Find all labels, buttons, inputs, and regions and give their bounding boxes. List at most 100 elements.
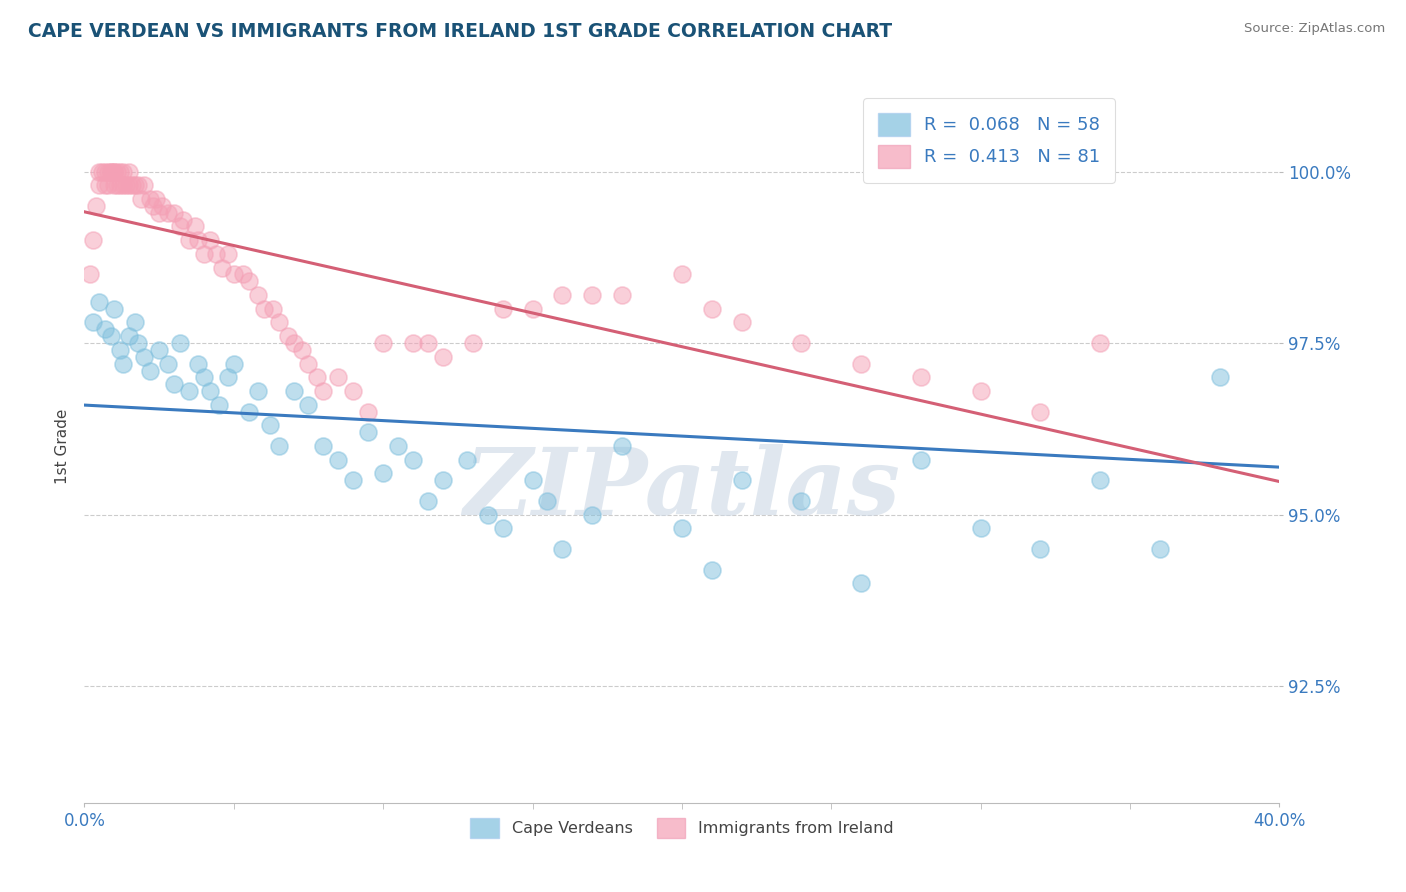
Point (193, 247, 215, 261)
Point (970, 384, 993, 398)
Text: Source: ZipAtlas.com: Source: ZipAtlas.com (1244, 22, 1385, 36)
Point (86, 199, 108, 213)
Point (297, 357, 319, 371)
Point (357, 425, 380, 440)
Point (1029, 541, 1052, 556)
Point (238, 405, 260, 419)
Point (177, 233, 200, 247)
Point (387, 439, 409, 453)
Point (205, 247, 228, 261)
Point (163, 377, 186, 392)
Point (172, 212, 194, 227)
Point (612, 288, 634, 302)
Point (259, 418, 281, 433)
Point (1090, 336, 1112, 351)
Point (217, 370, 239, 384)
Point (432, 473, 454, 487)
Point (100, 164, 122, 178)
Point (910, 452, 932, 467)
Point (89, 164, 111, 178)
Point (342, 384, 364, 398)
Point (910, 370, 932, 384)
Point (1029, 405, 1052, 419)
Point (82, 233, 104, 247)
Point (456, 452, 478, 467)
Point (148, 343, 170, 357)
Point (127, 178, 149, 193)
Point (124, 178, 146, 193)
Point (103, 164, 125, 178)
Point (118, 164, 141, 178)
Point (118, 178, 141, 193)
Point (1090, 473, 1112, 487)
Point (193, 370, 215, 384)
Point (402, 336, 425, 351)
Point (222, 357, 245, 371)
Point (110, 164, 132, 178)
Point (342, 473, 364, 487)
Point (402, 452, 425, 467)
Point (551, 288, 574, 302)
Point (731, 316, 754, 330)
Point (851, 357, 873, 371)
Point (700, 562, 723, 576)
Point (246, 384, 269, 398)
Point (132, 350, 156, 364)
Point (105, 164, 128, 178)
Point (671, 268, 693, 282)
Point (139, 192, 162, 206)
Point (297, 398, 319, 412)
Point (700, 301, 723, 316)
Point (1209, 370, 1232, 384)
Point (432, 350, 454, 364)
Point (1149, 541, 1171, 556)
Point (118, 329, 141, 343)
Point (110, 343, 132, 357)
Point (267, 316, 290, 330)
Point (262, 301, 284, 316)
Point (112, 164, 135, 178)
Point (142, 199, 165, 213)
Point (89, 294, 111, 309)
Point (238, 274, 260, 288)
Point (416, 336, 439, 351)
Point (89, 178, 111, 193)
Text: CAPE VERDEAN VS IMMIGRANTS FROM IRELAND 1ST GRADE CORRELATION CHART: CAPE VERDEAN VS IMMIGRANTS FROM IRELAND … (28, 22, 893, 41)
Point (94, 164, 117, 178)
Point (97, 178, 120, 193)
Point (551, 541, 574, 556)
Point (187, 233, 209, 247)
Point (851, 576, 873, 591)
Point (115, 178, 138, 193)
Point (307, 370, 329, 384)
Point (91, 164, 114, 178)
Point (790, 494, 813, 508)
Point (328, 370, 350, 384)
Point (208, 398, 231, 412)
Point (581, 508, 603, 522)
Point (357, 405, 380, 419)
Point (581, 288, 603, 302)
Point (82, 316, 104, 330)
Point (103, 301, 125, 316)
Point (522, 301, 544, 316)
Point (79, 268, 101, 282)
Point (612, 439, 634, 453)
Point (970, 521, 993, 535)
Point (103, 164, 125, 178)
Point (222, 268, 245, 282)
Point (94, 178, 117, 193)
Point (211, 260, 233, 275)
Point (671, 521, 693, 535)
Point (103, 178, 125, 193)
Point (169, 336, 191, 351)
Point (105, 178, 128, 193)
Legend: Cape Verdeans, Immigrants from Ireland: Cape Verdeans, Immigrants from Ireland (464, 812, 900, 845)
Point (121, 178, 143, 193)
Point (124, 316, 146, 330)
Point (283, 336, 305, 351)
Point (129, 192, 152, 206)
Point (187, 357, 209, 371)
Point (492, 301, 515, 316)
Point (790, 336, 813, 351)
